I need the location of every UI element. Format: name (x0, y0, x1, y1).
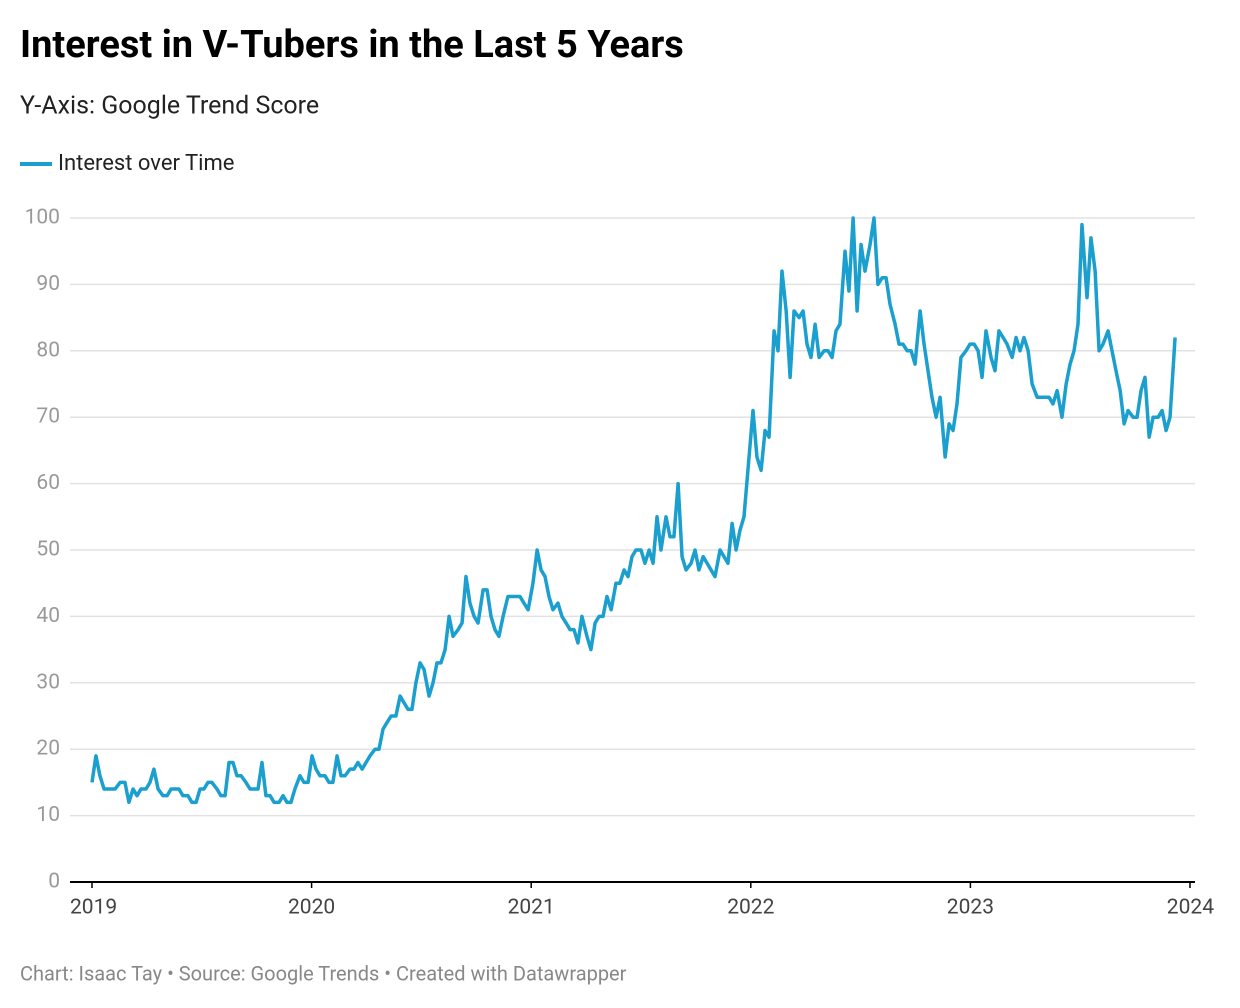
y-tick-label: 60 (36, 471, 60, 495)
y-tick-label: 50 (36, 538, 60, 562)
y-tick-label: 20 (36, 737, 60, 761)
y-tick-label: 100 (25, 206, 60, 230)
chart-title: Interest in V-Tubers in the Last 5 Years (20, 23, 684, 67)
x-tick-label: 2019 (70, 896, 117, 920)
y-tick-label: 70 (36, 405, 60, 429)
y-tick-label: 80 (36, 338, 60, 362)
legend-label: Interest over Time (58, 151, 234, 176)
data-line (90, 216, 1177, 805)
y-tick-label: 10 (36, 803, 60, 827)
x-tick-label: 2022 (727, 896, 774, 920)
y-tick-label: 40 (36, 604, 60, 628)
x-tick-label: 2021 (508, 896, 555, 920)
x-tick-label: 2024 (1167, 896, 1214, 920)
chart-subtitle: Y-Axis: Google Trend Score (20, 92, 319, 121)
y-tick-label: 0 (48, 870, 60, 894)
y-tick-label: 30 (36, 670, 60, 694)
chart-footer: Chart: Isaac Tay • Source: Google Trends… (20, 961, 627, 985)
y-tick-label: 90 (36, 272, 60, 296)
x-tick-label: 2023 (947, 896, 994, 920)
x-tick-label: 2020 (288, 896, 335, 920)
